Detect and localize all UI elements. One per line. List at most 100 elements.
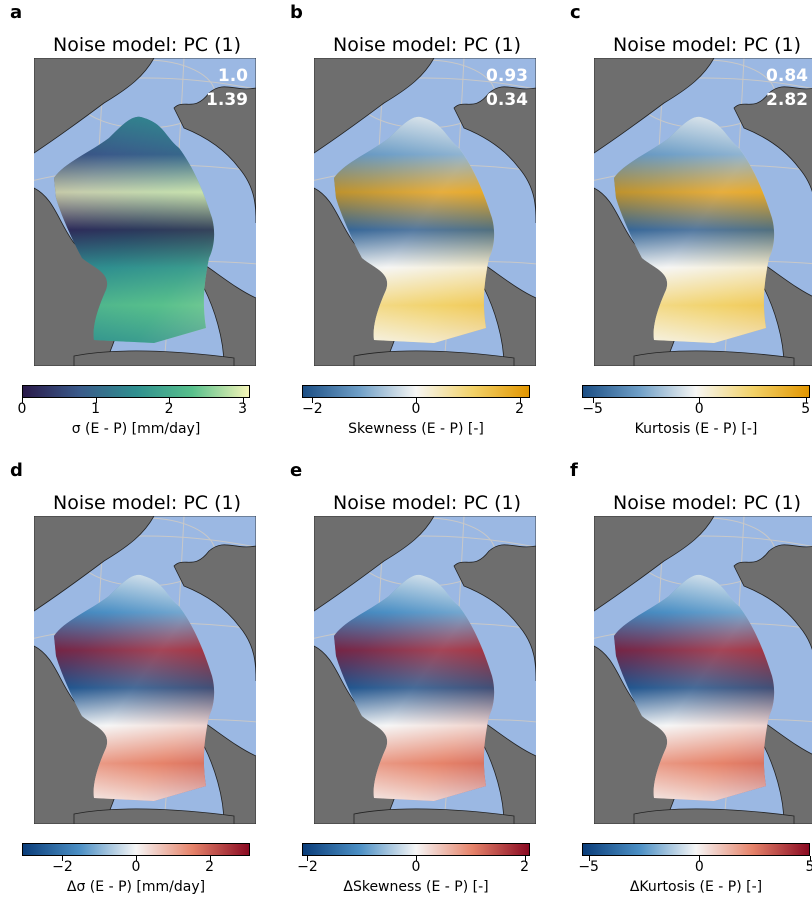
colorbar-tick-label: 2 xyxy=(520,859,530,875)
colorbar-label: Kurtosis (E - P) [-] xyxy=(634,421,758,437)
colorbar-tick xyxy=(312,398,314,403)
colorbar-tick-label: 5 xyxy=(801,401,811,417)
colorbar-tick xyxy=(209,856,211,861)
panel-letter: c xyxy=(570,2,581,23)
colorbar-tick-label: −2 xyxy=(52,859,73,875)
land-mass xyxy=(314,58,435,154)
land-mass xyxy=(353,350,515,366)
map-plot xyxy=(34,516,256,824)
land-mass xyxy=(753,257,812,366)
land-mass xyxy=(753,715,812,824)
land-mass xyxy=(594,516,812,651)
panel-title: Noise model: PC (1) xyxy=(332,492,522,514)
panel-title: Noise model: PC (1) xyxy=(612,34,802,56)
stat-value-2: 1.39 xyxy=(206,90,248,110)
colorbar-tick-label: 1 xyxy=(91,401,100,417)
colorbar-tick-label: 2 xyxy=(515,401,525,417)
colorbar xyxy=(22,385,250,398)
graticule-line xyxy=(594,77,812,90)
colorbar-tick-label: −2 xyxy=(297,859,318,875)
panel-title: Noise model: PC (1) xyxy=(52,492,242,514)
colorbar xyxy=(22,843,250,856)
colorbar-tick xyxy=(519,398,521,403)
land-mass xyxy=(34,58,155,154)
land-mass xyxy=(34,516,155,612)
colorbar-tick xyxy=(699,856,701,861)
colorbar-tick-label: 0 xyxy=(411,401,421,417)
colorbar-tick-label: 0 xyxy=(17,401,27,417)
colorbar-tick xyxy=(307,856,309,861)
colorbar-tick xyxy=(136,856,137,861)
colorbar-label: σ (E - P) [mm/day] xyxy=(71,421,201,437)
colorbar-tick-label: 0 xyxy=(131,859,141,875)
colorbar-label: Δσ (E - P) [mm/day] xyxy=(66,879,206,895)
colorbar-tick-label: 2 xyxy=(164,401,174,417)
colorbar-tick-label: 3 xyxy=(238,401,248,417)
colorbar-tick-label: 5 xyxy=(805,859,812,875)
colorbar-label: ΔKurtosis (E - P) [-] xyxy=(629,879,763,895)
colorbar-tick-label: −2 xyxy=(302,401,323,417)
land-mass xyxy=(594,58,715,154)
colorbar xyxy=(302,385,530,398)
panel-letter: d xyxy=(10,460,23,481)
panel-letter: e xyxy=(290,460,303,481)
land-mass xyxy=(34,58,256,224)
stat-value-2: 0.34 xyxy=(486,90,528,110)
colorbar-tick xyxy=(524,856,526,861)
panel-letter: a xyxy=(10,2,23,23)
land-mass xyxy=(473,257,536,366)
colorbar-tick-label: −5 xyxy=(578,859,599,875)
stat-value-1: 1.0 xyxy=(217,66,248,86)
colorbar-label: Skewness (E - P) [-] xyxy=(348,421,484,437)
colorbar-tick xyxy=(416,856,417,861)
land-mass xyxy=(353,808,515,824)
colorbar-label: ΔSkewness (E - P) [-] xyxy=(343,879,489,895)
land-mass xyxy=(193,715,256,824)
land-mass xyxy=(73,808,235,824)
land-mass xyxy=(633,350,795,366)
panel-title: Noise model: PC (1) xyxy=(612,492,802,514)
colorbar-tick xyxy=(169,398,171,403)
stat-value-1: 0.84 xyxy=(766,66,808,86)
data-field-shading xyxy=(614,116,775,344)
colorbar-tick xyxy=(810,856,811,861)
land-mass xyxy=(314,516,435,612)
colorbar-tick xyxy=(592,398,594,403)
land-mass xyxy=(314,58,536,224)
data-field-shading xyxy=(334,574,495,801)
colorbar xyxy=(302,843,530,856)
land-mass xyxy=(633,808,795,824)
land-mass xyxy=(594,58,812,193)
stat-value-1: 0.93 xyxy=(486,66,528,86)
panel-letter: b xyxy=(290,2,303,23)
land-mass xyxy=(314,516,536,682)
data-field-shading xyxy=(614,574,775,801)
colorbar-tick-label: 0 xyxy=(411,859,421,875)
colorbar-tick-label: 0 xyxy=(694,401,704,417)
land-mass xyxy=(193,257,256,366)
colorbar-tick-label: 2 xyxy=(205,859,214,875)
colorbar-tick-label: 0 xyxy=(694,859,704,875)
map-plot xyxy=(594,58,812,366)
colorbar-tick xyxy=(699,398,701,403)
colorbar xyxy=(582,843,810,856)
data-field-shading xyxy=(54,116,215,344)
data-field-shading xyxy=(334,116,495,344)
data-field-shading xyxy=(54,574,215,801)
land-mass xyxy=(34,516,256,682)
map-plot xyxy=(314,58,536,366)
colorbar-tick xyxy=(588,856,590,861)
stat-value-2: 2.82 xyxy=(766,90,808,110)
land-mass xyxy=(473,715,536,824)
panel-title: Noise model: PC (1) xyxy=(52,34,242,56)
land-mass xyxy=(594,516,715,612)
colorbar xyxy=(582,385,810,398)
colorbar-tick-label: −5 xyxy=(582,401,603,417)
colorbar-tick xyxy=(62,856,64,861)
panel-title: Noise model: PC (1) xyxy=(332,34,522,56)
land-mass xyxy=(73,350,235,366)
map-plot xyxy=(314,516,536,824)
map-plot xyxy=(34,58,256,366)
colorbar-tick xyxy=(416,398,417,403)
colorbar-tick xyxy=(95,398,97,403)
